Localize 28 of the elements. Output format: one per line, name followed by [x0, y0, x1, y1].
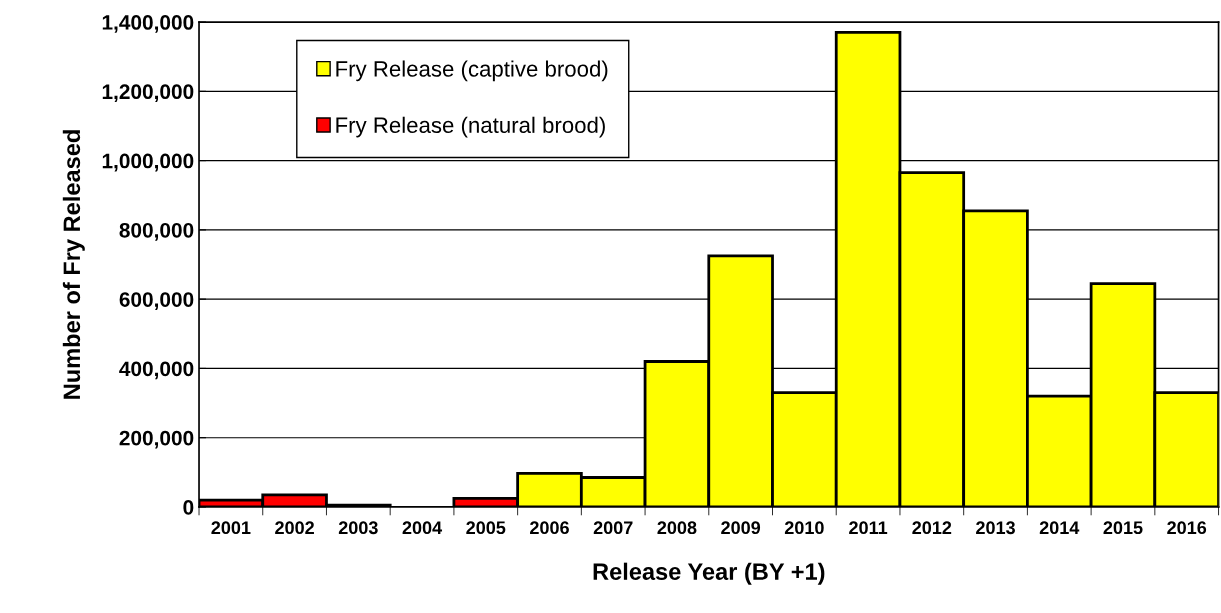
y-tick-label: 800,000	[119, 222, 194, 241]
x-tick-label: 2001	[211, 521, 251, 535]
x-tick-label: 2013	[976, 521, 1015, 535]
legend-label: Fry Release (natural brood)	[336, 116, 605, 138]
x-tick-label: 2007	[593, 521, 633, 535]
y-tick-label: 1,400,000	[102, 15, 194, 33]
x-tick-label: 2003	[338, 521, 378, 535]
y-tick-label: 1,000,000	[102, 153, 194, 172]
x-tick-label: 2016	[1167, 521, 1207, 535]
y-tick-label: 0	[183, 499, 194, 515]
x-tick-label: 2006	[530, 521, 569, 535]
x-axis-title: Release Year (BY +1)	[593, 562, 825, 585]
y-tick-label: 600,000	[119, 292, 194, 310]
y-tick-label: 200,000	[119, 430, 194, 449]
y-tick-label: 1,200,000	[102, 84, 194, 103]
x-tick-label: 2010	[784, 521, 824, 535]
x-tick-label: 2002	[275, 521, 314, 535]
x-tick-label: 2004	[402, 521, 443, 535]
x-tick-label: 2012	[912, 521, 952, 535]
legend-label: Fry Release (captive brood)	[336, 60, 608, 82]
y-axis-title: Number of Fry Released	[62, 130, 85, 399]
x-tick-label: 2011	[849, 521, 888, 535]
x-tick-label: 2008	[657, 521, 697, 535]
x-tick-label: 2009	[721, 521, 761, 535]
x-tick-label: 2014	[1039, 521, 1080, 535]
x-tick-label: 2005	[466, 521, 506, 535]
y-tick-label: 400,000	[119, 361, 194, 380]
x-tick-label: 2015	[1103, 521, 1143, 535]
